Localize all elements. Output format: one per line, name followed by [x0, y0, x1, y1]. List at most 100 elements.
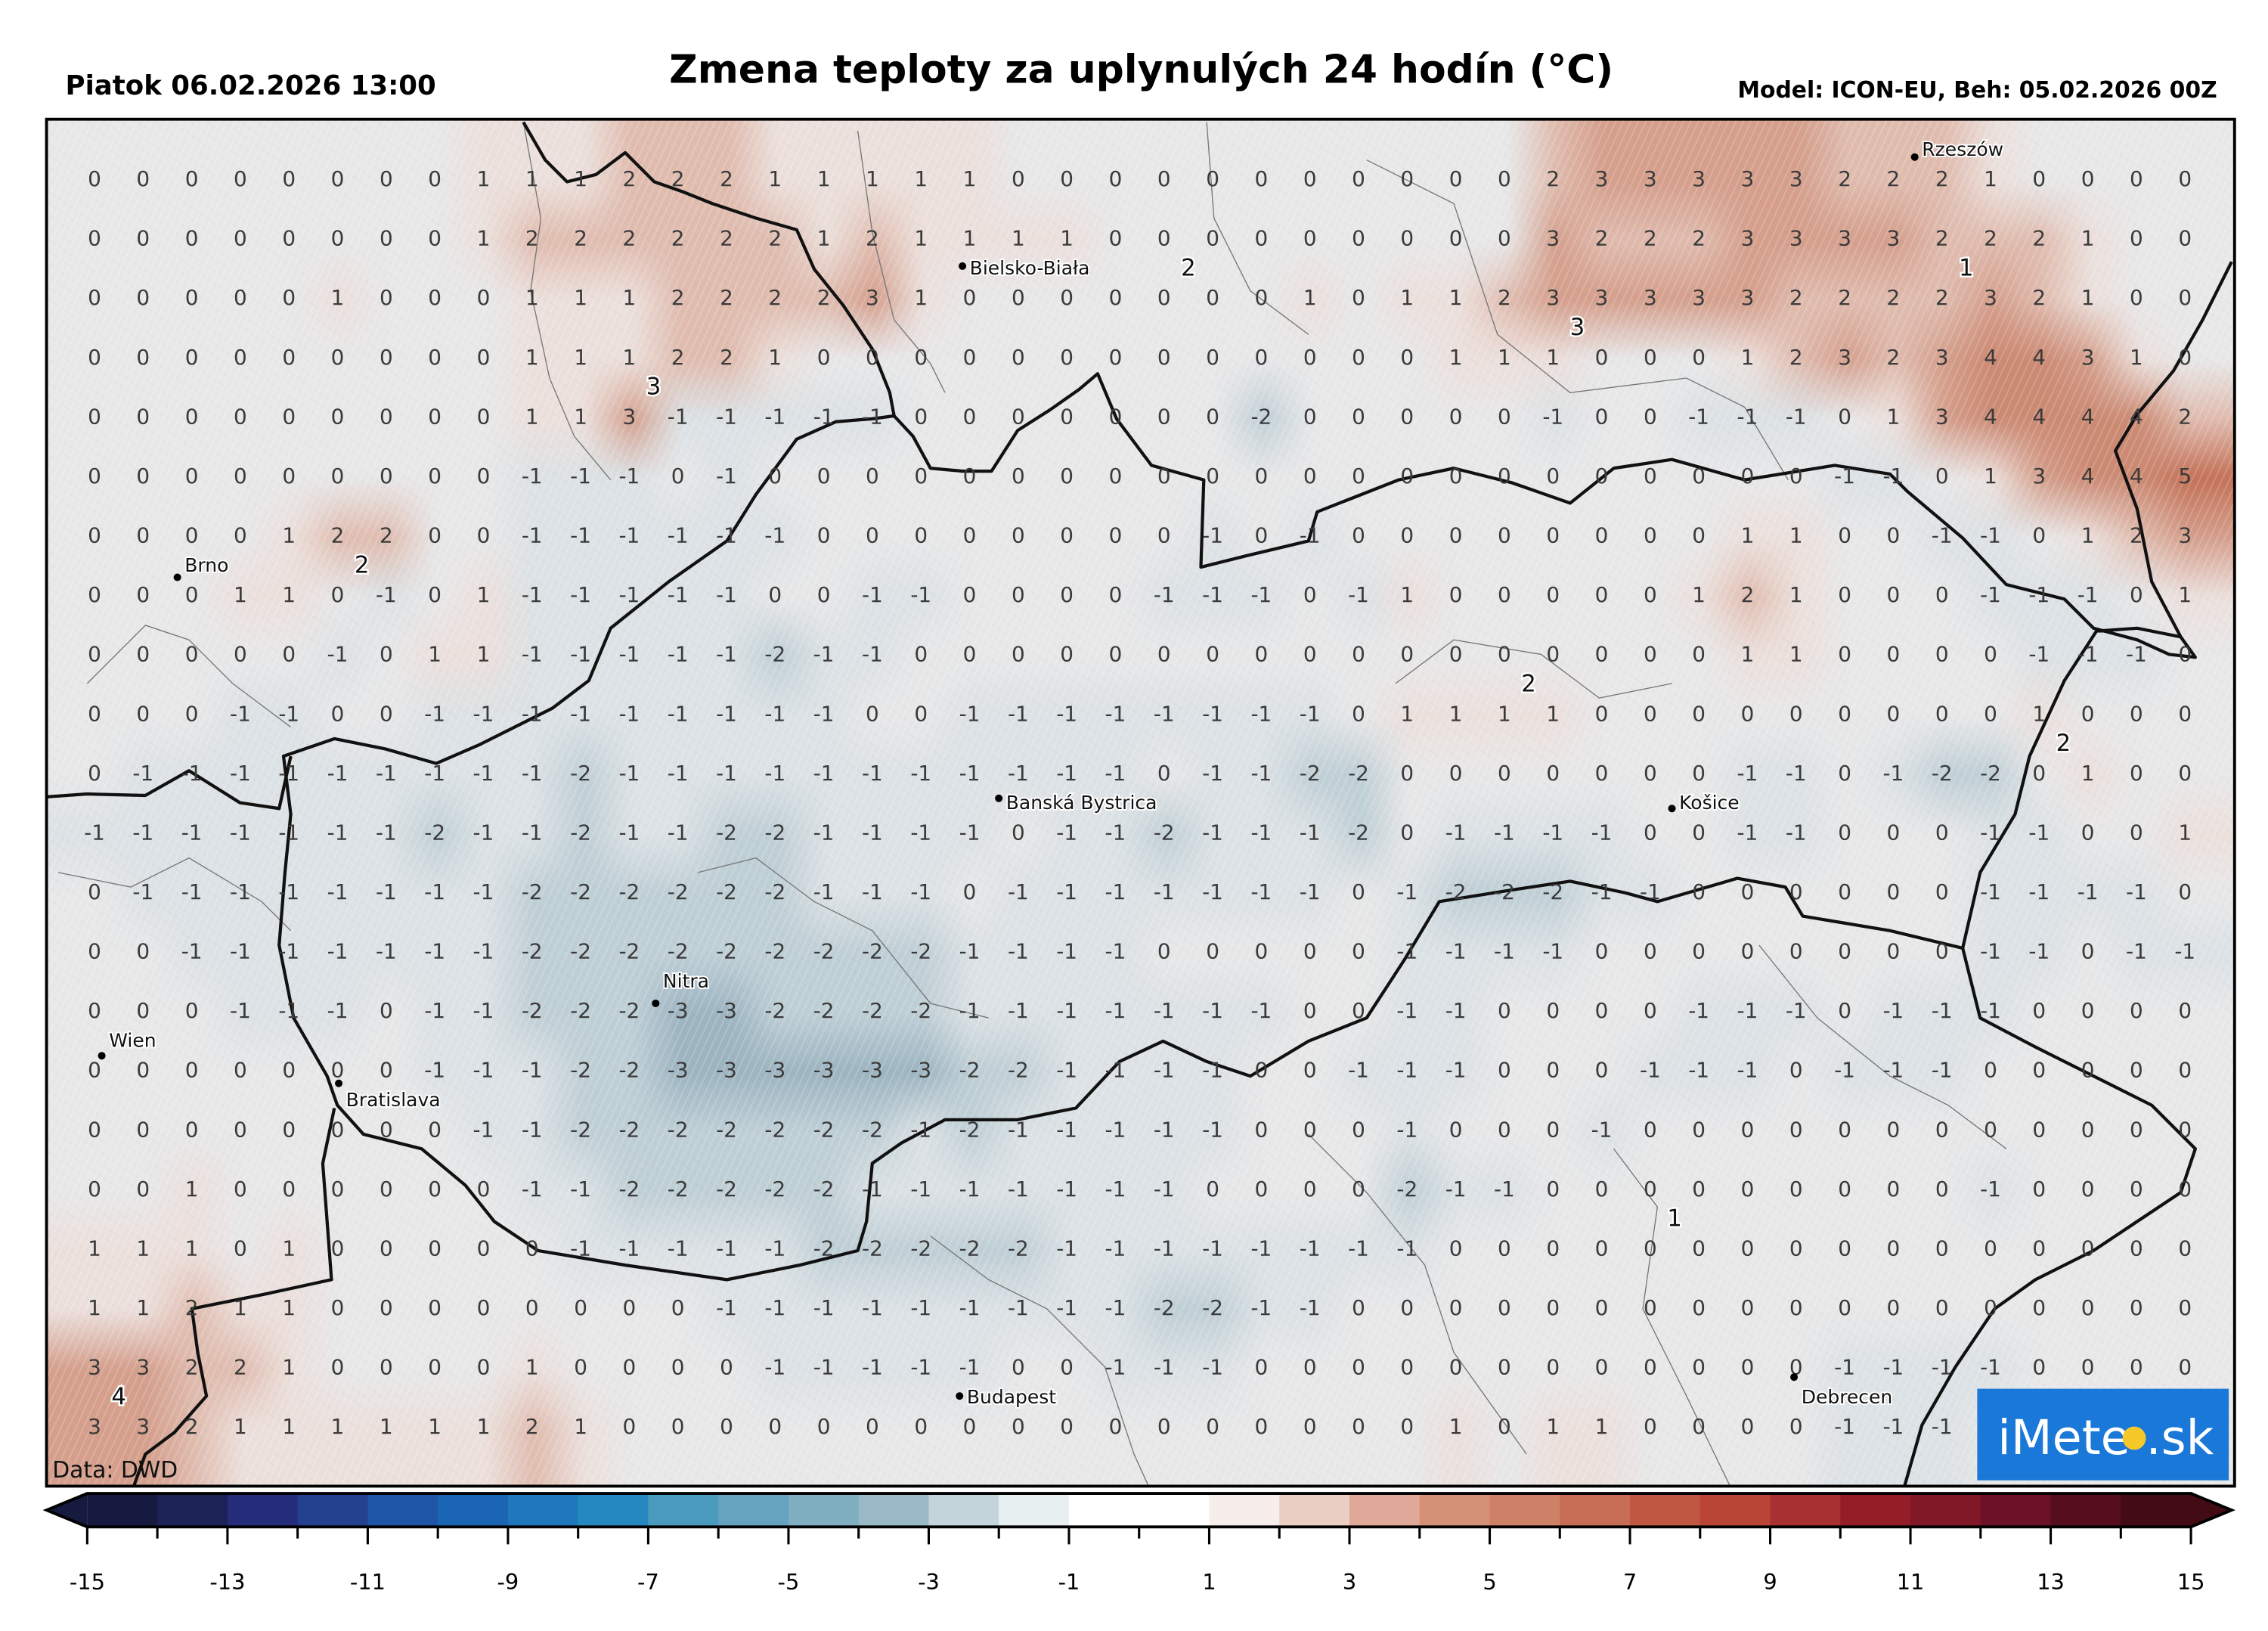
grid-value: 0	[1109, 642, 1123, 667]
grid-value: 0	[720, 1414, 733, 1439]
city-label: Brno	[184, 554, 228, 576]
grid-value: 0	[1012, 285, 1025, 310]
grid-value: -1	[327, 998, 349, 1023]
grid-value: 0	[914, 523, 928, 548]
grid-value: 0	[1741, 464, 1755, 488]
grid-value: -1	[1980, 820, 2001, 845]
grid-value: -1	[522, 582, 543, 607]
grid-value: -1	[959, 701, 981, 726]
grid-value: -1	[1445, 998, 1467, 1023]
grid-value: 0	[1303, 166, 1317, 191]
grid-value: 1	[282, 1414, 296, 1439]
grid-value: -2	[1008, 1058, 1029, 1083]
grid-value: 0	[428, 1177, 442, 1202]
grid-value: 0	[574, 1355, 587, 1380]
grid-value: 0	[1498, 998, 1511, 1023]
grid-value: -2	[570, 761, 591, 786]
grid-value: 1	[136, 1295, 150, 1320]
grid-value: 0	[1060, 464, 1074, 488]
grid-value: 0	[1400, 464, 1414, 488]
grid-value: 2	[1692, 226, 1706, 251]
grid-value: 0	[1789, 1414, 1803, 1439]
grid-value: 0	[1692, 523, 1706, 548]
grid-value: 0	[1060, 1355, 1074, 1380]
grid-value: 0	[1984, 642, 1997, 667]
grid-value: 0	[1692, 1236, 1706, 1260]
grid-value: -1	[618, 820, 640, 845]
grid-value: 0	[2130, 1355, 2143, 1380]
grid-value: 0	[963, 464, 977, 488]
grid-value: 0	[2130, 761, 2143, 786]
grid-value: 0	[1303, 582, 1317, 607]
grid-value: 0	[1352, 285, 1365, 310]
grid-value: 2	[1887, 285, 1901, 310]
grid-value: -1	[1396, 939, 1418, 964]
logo-background	[1977, 1388, 2229, 1481]
grid-value: 0	[185, 642, 199, 667]
grid-value: -2	[959, 1236, 981, 1260]
grid-value: 1	[331, 285, 345, 310]
grid-value: 0	[1157, 642, 1171, 667]
grid-value: 1	[477, 226, 491, 251]
grid-value: 0	[1157, 404, 1171, 429]
grid-value: -3	[764, 1058, 785, 1083]
grid-value: 2	[768, 285, 782, 310]
poland-ukraine-border	[2113, 261, 2233, 638]
map-title: Zmena teploty za uplynulých 24 hodín (°C…	[669, 48, 1613, 93]
grid-value: 1	[282, 582, 296, 607]
grid-value: 0	[1352, 998, 1365, 1023]
grid-value: 0	[1157, 464, 1171, 488]
grid-value: 0	[1449, 582, 1463, 607]
grid-value: -2	[764, 998, 785, 1023]
grid-value: -1	[764, 404, 785, 429]
grid-value: 0	[1741, 701, 1755, 726]
grid-value: -1	[1008, 1177, 1029, 1202]
grid-value: 0	[914, 642, 928, 667]
grid-value: 0	[1449, 642, 1463, 667]
grid-value: 0	[1109, 166, 1123, 191]
grid-value: -1	[2028, 939, 2050, 964]
grid-value: 2	[671, 345, 685, 370]
colorbar-tick-label: -3	[918, 1569, 940, 1595]
grid-value: -1	[1202, 523, 1223, 548]
grid-value: 1	[282, 523, 296, 548]
grid-value: 0	[136, 226, 150, 251]
grid-value: 1	[1789, 582, 1803, 607]
grid-value: -2	[716, 939, 737, 964]
colorbar-segment	[367, 1493, 439, 1527]
grid-value: 1	[525, 404, 539, 429]
grid-value: -1	[1202, 761, 1223, 786]
grid-value: 0	[136, 998, 150, 1023]
imeteo-logo[interactable]: iMete .sk	[1977, 1388, 2229, 1481]
grid-value: 0	[2081, 1355, 2095, 1380]
grid-value: 1	[1400, 701, 1414, 726]
grid-value: 0	[1935, 1117, 1949, 1142]
grid-value: -1	[1640, 879, 1661, 904]
grid-value: 0	[1595, 761, 1609, 786]
grid-value: 0	[1498, 226, 1511, 251]
grid-value: 0	[1109, 285, 1123, 310]
grid-value: 0	[88, 345, 101, 370]
grid-value: -1	[522, 1117, 543, 1142]
grid-value: 3	[2032, 464, 2046, 488]
grid-value: 2	[768, 226, 782, 251]
colorbar-segment	[87, 1493, 159, 1527]
grid-value: 3	[1789, 226, 1803, 251]
grid-value: -3	[716, 1058, 737, 1083]
grid-value: -2	[862, 998, 883, 1023]
grid-value: 0	[136, 166, 150, 191]
grid-value: 0	[1400, 345, 1414, 370]
grid-value: -1	[1348, 1236, 1369, 1260]
grid-value: 1	[1060, 226, 1074, 251]
grid-value: 0	[1157, 226, 1171, 251]
grid-value: 2	[1789, 345, 1803, 370]
grid-value: 0	[1984, 1117, 1997, 1142]
grid-value: -1	[1834, 1414, 1855, 1439]
grid-value: 0	[331, 1117, 345, 1142]
hillshade-texture	[47, 119, 2235, 1487]
grid-value: -2	[1932, 761, 1953, 786]
grid-value: 0	[1838, 998, 1851, 1023]
grid-value: 0	[88, 998, 101, 1023]
grid-value: 0	[1109, 345, 1123, 370]
grid-value: -1	[1105, 820, 1126, 845]
